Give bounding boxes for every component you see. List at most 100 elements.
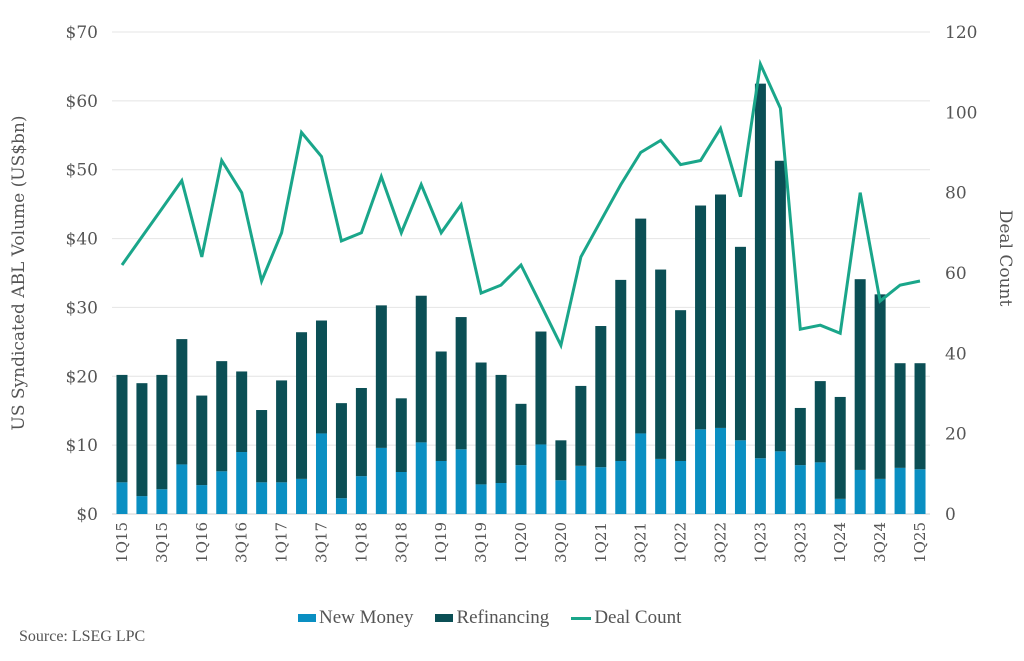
bar-new-money	[315, 433, 327, 514]
bar-new-money	[216, 471, 228, 514]
x-tick-label: 1Q17	[273, 522, 291, 563]
y-tick-label: $50	[66, 161, 98, 181]
bar-refinancing	[695, 205, 707, 430]
bar-refinancing	[236, 371, 248, 453]
bar-new-money	[814, 462, 826, 514]
bar-new-money	[715, 427, 727, 514]
bar-new-money	[156, 489, 168, 514]
y2-tick-label: 120	[945, 23, 977, 43]
x-tick-label: 3Q22	[712, 522, 730, 563]
bar-refinancing	[535, 331, 547, 445]
bar-new-money	[754, 458, 766, 514]
y-axis-left-ticks: $0 $10 $20 $30 $40 $50 $60 $70	[66, 23, 98, 525]
bar-new-money	[575, 465, 587, 514]
legend-item-new-money: New Money	[298, 607, 413, 629]
bar-refinancing	[116, 374, 128, 483]
bar-refinancing	[754, 83, 766, 459]
x-tick-label: 1Q22	[672, 522, 690, 563]
y-axis-right-ticks: 0 20 40 60 80 100 120	[945, 23, 977, 525]
bar-new-money	[355, 476, 367, 514]
bar-new-money	[176, 464, 188, 514]
bar-refinancing	[894, 363, 906, 468]
bar-new-money	[774, 451, 786, 514]
legend-swatch-refinancing	[435, 614, 454, 622]
bar-new-money	[395, 471, 407, 514]
bar-refinancing	[834, 396, 846, 499]
legend: New Money Refinancing Deal Count	[298, 607, 681, 629]
y2-tick-label: 0	[945, 505, 956, 525]
bar-refinancing	[655, 269, 667, 459]
x-tick-label: 1Q16	[193, 522, 211, 563]
bar-refinancing	[475, 362, 487, 485]
bar-new-money	[615, 460, 627, 514]
bar-refinancing	[555, 440, 567, 481]
bar-new-money	[296, 478, 308, 514]
bar-refinancing	[914, 363, 926, 470]
bar-new-money	[236, 452, 248, 514]
bar-refinancing	[455, 317, 467, 450]
bar-refinancing	[874, 294, 886, 479]
legend-item-deal-count: Deal Count	[571, 607, 681, 629]
x-tick-label: 1Q18	[352, 522, 370, 563]
y-tick-label: $20	[66, 367, 98, 387]
y2-tick-label: 80	[945, 184, 967, 204]
y2-tick-label: 60	[945, 264, 967, 284]
bar-refinancing	[415, 295, 427, 443]
deal-count-line	[120, 58, 921, 350]
bar-new-money	[595, 467, 607, 514]
x-tick-label: 1Q15	[113, 522, 131, 563]
bar-refinancing	[635, 218, 647, 434]
bar-refinancing	[355, 387, 367, 477]
bar-refinancing	[615, 279, 627, 461]
bar-new-money	[475, 484, 487, 514]
bar-refinancing	[715, 194, 727, 428]
deal-count-line-group	[120, 58, 921, 350]
bar-new-money	[455, 449, 467, 514]
bar-new-money	[914, 469, 926, 514]
bar-new-money	[196, 485, 208, 514]
bar-new-money	[435, 460, 447, 514]
x-tick-label: 3Q16	[233, 522, 251, 563]
y-axis-left-title: US Syndicated ABL Volume (US$bn)	[9, 116, 29, 431]
x-tick-label: 3Q21	[632, 522, 650, 563]
x-tick-label: 1Q23	[751, 522, 769, 563]
y-tick-label: $40	[66, 230, 98, 250]
bar-new-money	[734, 440, 746, 514]
y-tick-label: $30	[66, 298, 98, 318]
legend-swatch-deal-count	[571, 616, 592, 620]
bars	[116, 83, 926, 514]
legend-label-new-money: New Money	[319, 607, 414, 628]
bar-refinancing	[375, 305, 387, 448]
x-tick-label: 3Q18	[392, 522, 410, 563]
y-tick-label: $0	[76, 505, 98, 525]
bar-refinancing	[794, 407, 806, 466]
y-tick-label: $60	[66, 92, 98, 112]
bar-new-money	[854, 469, 866, 514]
bar-refinancing	[276, 380, 288, 483]
bar-new-money	[335, 498, 347, 514]
x-tick-label: 3Q23	[791, 522, 809, 563]
y-tick-label: $70	[66, 23, 98, 43]
bar-new-money	[894, 467, 906, 514]
bar-new-money	[635, 433, 647, 514]
bar-new-money	[555, 480, 567, 514]
x-tick-label: 3Q20	[552, 522, 570, 563]
y2-tick-label: 20	[945, 425, 967, 445]
y2-tick-label: 100	[945, 103, 977, 123]
source-note: Source: LSEG LPC	[19, 628, 146, 645]
gridlines	[112, 31, 930, 515]
bar-new-money	[535, 444, 547, 514]
legend-label-refinancing: Refinancing	[456, 607, 550, 628]
legend-item-refinancing: Refinancing	[435, 607, 549, 629]
bar-new-money	[276, 482, 288, 514]
x-tick-label: 1Q19	[432, 522, 450, 563]
bar-refinancing	[216, 361, 228, 472]
x-tick-label: 1Q24	[831, 522, 849, 563]
x-tick-label: 1Q21	[592, 522, 610, 563]
x-tick-label: 1Q20	[512, 522, 530, 563]
x-axis-ticks: 1Q15 3Q15 1Q16 3Q16 1Q17 3Q17 1Q18 3Q18 1Q19 3Q19…	[113, 522, 929, 563]
bar-refinancing	[675, 310, 687, 461]
y-axis-right-title: Deal Count	[995, 210, 1015, 307]
bar-refinancing	[296, 332, 308, 479]
x-tick-label: 1Q25	[911, 522, 929, 563]
